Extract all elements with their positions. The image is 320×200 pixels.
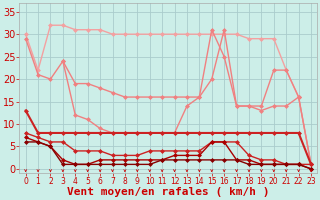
X-axis label: Vent moyen/en rafales ( km/h ): Vent moyen/en rafales ( km/h ) bbox=[67, 187, 269, 197]
